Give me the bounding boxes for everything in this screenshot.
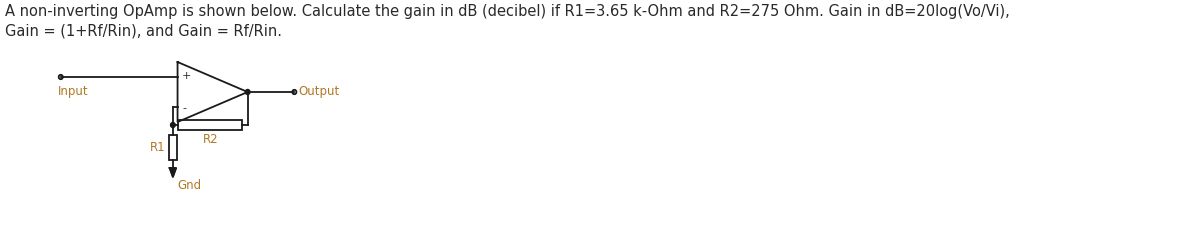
Text: Gnd: Gnd — [178, 179, 202, 192]
Text: Output: Output — [298, 86, 340, 99]
Text: A non-inverting OpAmp is shown below. Calculate the gain in dB (decibel) if R1=3: A non-inverting OpAmp is shown below. Ca… — [5, 4, 1009, 19]
Text: -: - — [182, 103, 186, 113]
Text: +: + — [182, 71, 192, 81]
Bar — [169, 135, 178, 160]
Text: Gain = (1+Rf/Rin), and Gain = Rf/Rin.: Gain = (1+Rf/Rin), and Gain = Rf/Rin. — [5, 24, 282, 39]
Text: R2: R2 — [203, 133, 218, 146]
Circle shape — [170, 123, 175, 128]
Text: R1: R1 — [150, 141, 166, 154]
Circle shape — [245, 89, 250, 94]
Polygon shape — [169, 168, 176, 177]
Bar — [179, 120, 242, 130]
Text: Input: Input — [58, 85, 89, 98]
